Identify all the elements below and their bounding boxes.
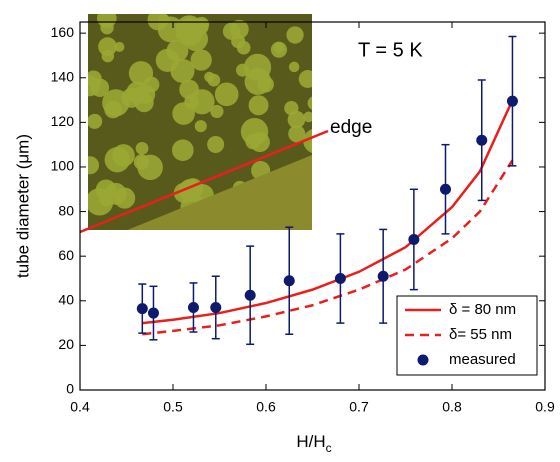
x-tick-label: 0.5 <box>163 399 183 415</box>
inset-blob <box>158 14 169 25</box>
inset-image <box>79 8 328 246</box>
inset-blob <box>237 41 251 55</box>
data-point <box>284 275 295 286</box>
legend-marker <box>418 355 429 366</box>
inset-blob <box>100 21 113 34</box>
x-label-sub: c <box>326 441 332 455</box>
inset-blob <box>288 125 305 142</box>
legend-label: δ= 55 nm <box>449 326 512 343</box>
data-point <box>137 303 148 314</box>
data-point <box>507 96 518 107</box>
data-point <box>148 308 159 319</box>
legend-label: δ = 80 nm <box>449 301 516 318</box>
inset-blob <box>299 70 317 88</box>
x-label-main: H/H <box>296 432 325 451</box>
x-tick-label: 0.4 <box>70 399 90 415</box>
inset-blob <box>191 49 212 70</box>
x-tick-label: 0.9 <box>535 399 555 415</box>
inset-blob <box>249 95 269 115</box>
inset-blob <box>204 72 214 82</box>
inset-blob <box>308 96 322 110</box>
x-axis-label: H/Hc <box>296 432 331 455</box>
y-tick-label: 40 <box>58 291 74 307</box>
inset-blob <box>144 77 160 93</box>
data-point <box>335 273 346 284</box>
data-point <box>378 271 389 282</box>
inset-blob <box>245 68 272 95</box>
inset-blob <box>223 23 240 40</box>
y-tick-label: 120 <box>51 113 75 129</box>
inset-blob <box>134 87 145 98</box>
data-point <box>440 184 451 195</box>
inset-blob <box>309 139 322 152</box>
x-tick-label: 0.8 <box>442 399 462 415</box>
inset-blob <box>179 80 199 100</box>
inset-blob <box>207 136 224 153</box>
x-tick-label: 0.6 <box>256 399 276 415</box>
inset-blob <box>286 26 303 43</box>
annotation: edge <box>330 117 372 138</box>
y-tick-label: 100 <box>51 158 75 174</box>
legend-label: measured <box>449 351 516 368</box>
y-tick-label: 80 <box>58 202 74 218</box>
inset-blob <box>215 83 239 107</box>
inset-blob <box>114 187 135 208</box>
inset-blob <box>91 79 109 97</box>
inset-blob <box>241 118 268 145</box>
data-point <box>476 135 487 146</box>
annotation: T = 5 K <box>358 39 423 61</box>
data-point <box>188 302 199 313</box>
y-axis-label: tube diameter (μm) <box>13 134 32 278</box>
inset-blob <box>105 147 130 172</box>
inset-blob <box>87 114 102 129</box>
chart: edge T = 5 K H/Hc tube diameter (μm) 0.4… <box>0 0 560 457</box>
inset-blob <box>271 42 287 58</box>
inset-blob <box>176 15 204 43</box>
inset-blob <box>134 154 149 169</box>
inset-blob <box>156 49 179 72</box>
inset-blob <box>102 50 114 62</box>
data-point <box>245 290 256 301</box>
y-tick-label: 160 <box>51 24 75 40</box>
data-point <box>210 302 221 313</box>
inset-blob <box>303 112 314 123</box>
y-tick-label: 140 <box>51 68 75 84</box>
y-tick-label: 0 <box>66 381 74 397</box>
inset-blob <box>104 101 121 118</box>
x-tick-label: 0.7 <box>349 399 369 415</box>
inset-blob <box>289 62 299 72</box>
y-tick-label: 20 <box>58 336 74 352</box>
inset-blob <box>172 102 195 125</box>
inset-blob <box>136 142 149 155</box>
y-tick-label: 60 <box>58 247 74 263</box>
data-point <box>408 234 419 245</box>
inset-blob <box>81 156 99 174</box>
inset-blob <box>195 120 207 132</box>
inset-blob <box>172 139 194 161</box>
